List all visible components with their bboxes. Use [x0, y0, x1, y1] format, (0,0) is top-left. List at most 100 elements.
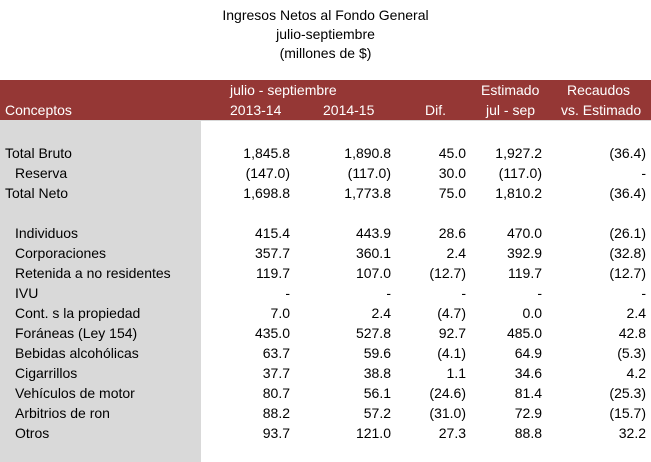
header-jul-sep: jul - sep — [486, 102, 536, 118]
row-label: Bebidas alcohólicas — [15, 345, 139, 361]
cell-v1: - — [285, 285, 290, 301]
cell-v2: 527.8 — [355, 325, 391, 341]
table-header: julio - septiembre Estimado Recaudos Con… — [0, 80, 651, 120]
cell-v5: (32.8) — [609, 245, 646, 261]
cell-v4: 392.9 — [506, 245, 542, 261]
cell-v2: 57.2 — [363, 405, 391, 421]
cell-v4: 470.0 — [506, 225, 542, 241]
header-year-2: 2014-15 — [323, 102, 375, 118]
cell-v4: 88.8 — [514, 425, 542, 441]
cell-v5: (36.4) — [609, 145, 646, 161]
row-label: IVU — [15, 285, 39, 301]
row-label: Corporaciones — [15, 245, 107, 261]
row-label: Reserva — [15, 165, 68, 181]
cell-v1: 63.7 — [262, 345, 290, 361]
cell-v5: 4.2 — [626, 365, 646, 381]
cell-v4: 1,927.2 — [495, 145, 542, 161]
cell-v4: 72.9 — [514, 405, 542, 421]
header-divider — [201, 120, 651, 121]
concepts-column-background — [0, 120, 201, 462]
cell-v4: - — [537, 285, 542, 301]
cell-v3: 92.7 — [438, 325, 466, 341]
cell-v2: 1,890.8 — [344, 145, 391, 161]
row-label: Cigarrillos — [15, 365, 78, 381]
cell-v3: 28.6 — [438, 225, 466, 241]
header-conceptos: Conceptos — [5, 102, 72, 118]
cell-v1: 7.0 — [270, 305, 290, 321]
cell-v1: 1,845.8 — [243, 145, 290, 161]
row-label: Individuos — [15, 225, 79, 241]
cell-v3: (12.7) — [429, 265, 466, 281]
cell-v2: 121.0 — [355, 425, 391, 441]
table-row: Corporaciones 357.7 360.1 2.4 392.9 (32.8) — [0, 243, 651, 263]
header-vs-estimado: vs. Estimado — [561, 102, 642, 118]
cell-v4: 1,810.2 — [495, 185, 542, 201]
cell-v3: 2.4 — [446, 245, 466, 261]
table-row: Otros 93.7 121.0 27.3 88.8 32.2 — [0, 423, 651, 443]
cell-v1: 37.7 — [262, 365, 290, 381]
cell-v3: (31.0) — [429, 405, 466, 421]
table-row: Retenida a no residentes 119.7 107.0 (12.7)… — [0, 263, 651, 283]
cell-v3: 27.3 — [438, 425, 466, 441]
cell-v4: 64.9 — [514, 345, 542, 361]
cell-v2: 56.1 — [363, 385, 391, 401]
header-year-1: 2013-14 — [230, 102, 282, 118]
cell-v1: 80.7 — [262, 385, 290, 401]
row-label: Retenida a no residentes — [15, 265, 171, 281]
cell-v3: 45.0 — [438, 145, 466, 161]
table-row: Cigarrillos 37.7 38.8 1.1 34.6 4.2 — [0, 363, 651, 383]
cell-v2: 360.1 — [355, 245, 391, 261]
table-row: Total Bruto 1,845.8 1,890.8 45.0 1,927.2 (36.… — [0, 143, 651, 163]
cell-v2: 59.6 — [363, 345, 391, 361]
cell-v4: 34.6 — [514, 365, 542, 381]
cell-v2: 2.4 — [371, 305, 391, 321]
cell-v1: 435.0 — [254, 325, 290, 341]
cell-v4: (117.0) — [498, 165, 542, 181]
row-label: Arbitrios de ron — [15, 405, 110, 421]
cell-v1: 357.7 — [254, 245, 290, 261]
cell-v3: (24.6) — [429, 385, 466, 401]
header-period: julio - septiembre — [230, 82, 337, 98]
cell-v5: (12.7) — [609, 265, 646, 281]
title-line-3: (millones de $) — [279, 45, 372, 61]
table-row: Bebidas alcohólicas 63.7 59.6 (4.1) 64.9 (5.3… — [0, 343, 651, 363]
cell-v3: 75.0 — [438, 185, 466, 201]
cell-v3: (4.1) — [437, 345, 466, 361]
cell-v2: - — [386, 285, 391, 301]
cell-v4: 485.0 — [506, 325, 542, 341]
table-row: Cont. s la propiedad 7.0 2.4 (4.7) 0.0 2.4 — [0, 303, 651, 323]
cell-v5: - — [641, 165, 646, 181]
header-dif: Dif. — [425, 102, 446, 118]
row-label: Total Neto — [5, 185, 69, 201]
cell-v1: 93.7 — [262, 425, 290, 441]
cell-v3: - — [461, 285, 466, 301]
cell-v1: 415.4 — [254, 225, 290, 241]
cell-v1: (147.0) — [245, 165, 290, 181]
table-row: Vehículos de motor 80.7 56.1 (24.6) 81.4 (25.… — [0, 383, 651, 403]
cell-v4: 0.0 — [522, 305, 542, 321]
cell-v2: (117.0) — [347, 165, 391, 181]
table-row: Reserva (147.0) (117.0) 30.0 (117.0) - — [0, 163, 651, 183]
cell-v5: (25.3) — [609, 385, 646, 401]
cell-v4: 81.4 — [514, 385, 542, 401]
table-row: Individuos 415.4 443.9 28.6 470.0 (26.1) — [0, 223, 651, 243]
row-label: Foráneas (Ley 154) — [15, 325, 138, 341]
cell-v5: 2.4 — [626, 305, 646, 321]
cell-v2: 1,773.8 — [344, 185, 391, 201]
title-line-1: Ingresos Netos al Fondo General — [222, 7, 429, 23]
cell-v5: (5.3) — [617, 345, 646, 361]
table-row: Total Neto 1,698.8 1,773.8 75.0 1,810.2 (36.4… — [0, 183, 651, 203]
row-label: Otros — [15, 425, 50, 441]
cell-v1: 119.7 — [256, 265, 290, 281]
cell-v1: 1,698.8 — [243, 185, 290, 201]
cell-v5: - — [641, 285, 646, 301]
title-line-2: julio-septiembre — [276, 26, 375, 42]
cell-v3: 1.1 — [446, 365, 466, 381]
cell-v3: (4.7) — [437, 305, 466, 321]
cell-v1: 88.2 — [262, 405, 290, 421]
table-row: Arbitrios de ron 88.2 57.2 (31.0) 72.9 (15.7) — [0, 403, 651, 423]
cell-v5: 32.2 — [618, 425, 646, 441]
row-label: Total Bruto — [5, 145, 72, 161]
header-recaudos: Recaudos — [567, 82, 631, 98]
cell-v5: (15.7) — [609, 405, 646, 421]
